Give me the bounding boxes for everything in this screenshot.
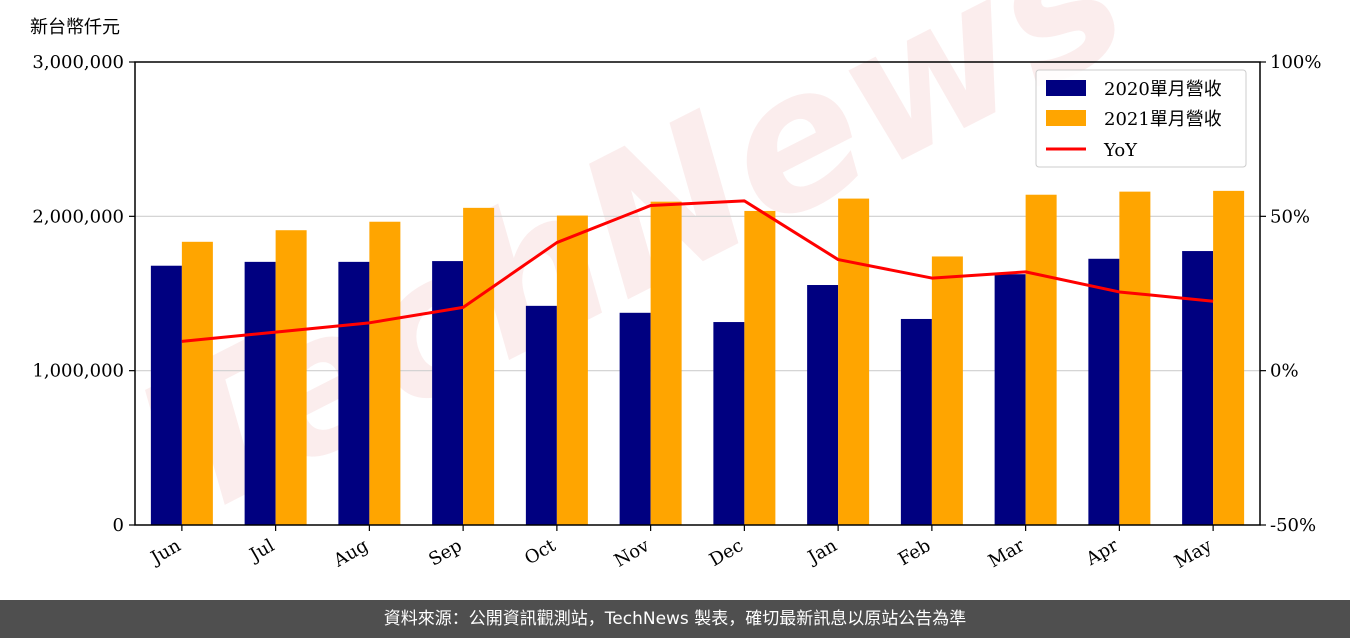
bar-2020-aug bbox=[338, 261, 370, 525]
bar-2021-jul bbox=[275, 230, 307, 525]
bar-2020-may bbox=[1182, 251, 1214, 525]
legend: 2020單月營收 2021單月營收 YoY bbox=[1035, 69, 1247, 168]
bar-2020-mar bbox=[994, 274, 1026, 525]
bar-2020-jan bbox=[807, 285, 839, 525]
bar-2021-apr bbox=[1119, 191, 1151, 525]
bar-2021-feb bbox=[931, 256, 963, 525]
legend-label-2020: 2020單月營收 bbox=[1104, 79, 1222, 100]
bar-2020-oct bbox=[525, 305, 557, 525]
right-tick-label-2: 50% bbox=[1270, 206, 1310, 227]
gridlines bbox=[135, 215, 1260, 372]
legend-label-2021: 2021單月營收 bbox=[1104, 109, 1222, 130]
right-tick-label-1: 0% bbox=[1270, 361, 1299, 382]
x-tick-label-dec: Dec bbox=[706, 535, 747, 571]
x-tick-label-feb: Feb bbox=[895, 535, 935, 570]
bar-2021-nov bbox=[650, 201, 682, 525]
x-tick-label-jan: Jan bbox=[803, 535, 841, 569]
right-tick-label-3: 100% bbox=[1270, 52, 1321, 73]
bar-2020-feb bbox=[900, 318, 932, 525]
bar-2020-nov bbox=[619, 312, 651, 525]
x-tick-label-oct: Oct bbox=[521, 535, 560, 570]
source-footer: 資料來源：公開資訊觀測站，TechNews 製表，確切最新訊息以原站公告為準 bbox=[0, 600, 1350, 638]
x-tick-label-jun: Jun bbox=[146, 535, 185, 570]
left-tick-label-2: 2,000,000 bbox=[32, 206, 124, 227]
legend-swatch-2021 bbox=[1046, 110, 1086, 126]
legend-swatch-2020 bbox=[1046, 80, 1086, 96]
x-tick-label-apr: Apr bbox=[1082, 535, 1122, 570]
bar-2021-sep bbox=[463, 207, 495, 525]
bar-2020-apr bbox=[1088, 258, 1120, 525]
left-tick-label-1: 1,000,000 bbox=[32, 361, 124, 382]
bar-2021-aug bbox=[369, 221, 401, 526]
legend-box bbox=[1035, 69, 1247, 168]
x-tick-label-aug: Aug bbox=[329, 535, 372, 572]
left-tick-label-0: 0 bbox=[113, 515, 124, 536]
bar-2021-oct bbox=[556, 215, 588, 526]
bars bbox=[150, 190, 1245, 526]
chart: TechNews 01,000,0002,000,0003,000,000-50… bbox=[30, 0, 1321, 573]
bar-2020-sep bbox=[432, 261, 464, 525]
bar-2020-dec bbox=[713, 322, 745, 525]
yoy-line bbox=[181, 199, 1214, 343]
x-tick-label-nov: Nov bbox=[611, 535, 654, 572]
left-tick-label-3: 3,000,000 bbox=[32, 52, 124, 73]
x-tick-label-may: May bbox=[1171, 535, 1216, 573]
y-unit-label: 新台幣仟元 bbox=[30, 17, 120, 38]
bar-2021-dec bbox=[744, 210, 776, 525]
legend-label-yoy: YoY bbox=[1103, 140, 1138, 161]
bar-2020-jun bbox=[150, 265, 182, 525]
yoy-line-group bbox=[181, 199, 1214, 343]
bar-2020-jul bbox=[244, 261, 276, 525]
bar-2021-may bbox=[1213, 190, 1245, 525]
bar-2021-jan bbox=[838, 198, 870, 525]
bar-2021-jun bbox=[181, 241, 213, 525]
plot-frame bbox=[134, 61, 1261, 526]
right-tick-label-0: -50% bbox=[1270, 515, 1316, 536]
bar-2021-mar bbox=[1025, 194, 1057, 525]
x-tick-label-sep: Sep bbox=[425, 535, 465, 570]
x-tick-label-mar: Mar bbox=[985, 535, 1029, 572]
